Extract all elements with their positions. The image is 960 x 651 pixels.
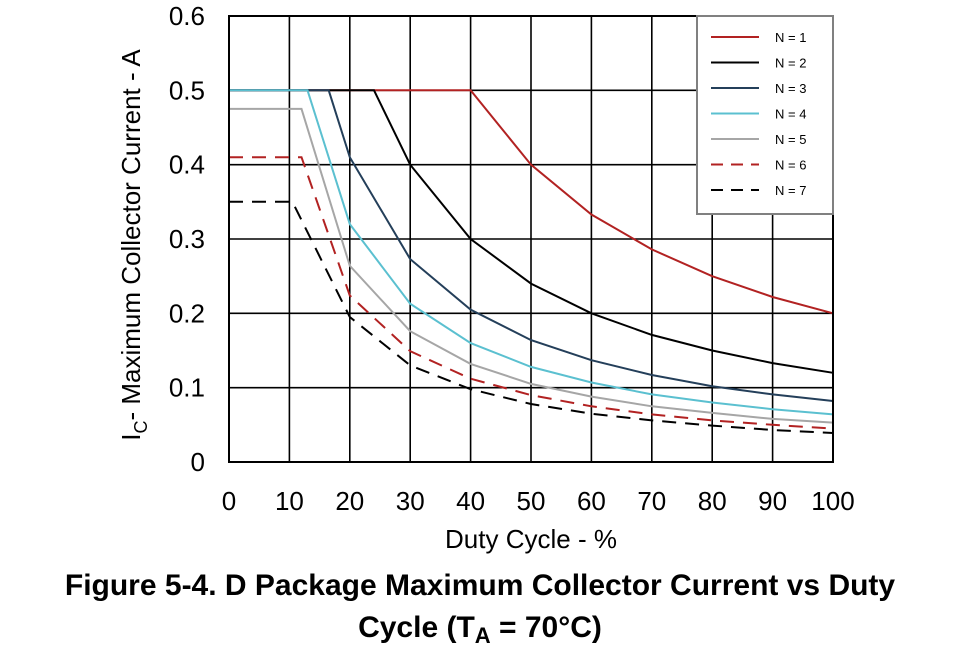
series-line-n5: [229, 107, 834, 424]
series-line-n6: [229, 156, 834, 430]
x-tick-label: 60: [577, 486, 606, 516]
y-tick-label: 0.5: [169, 75, 205, 105]
legend-label-n2: N = 2: [775, 56, 806, 71]
y-axis-title-subscript: C: [131, 421, 151, 434]
figure-caption-line-1: Figure 5-4. D Package Maximum Collector …: [64, 569, 896, 602]
y-axis-title-main: I: [116, 434, 146, 441]
caption-subscript: A: [474, 623, 491, 648]
x-tick-label: 30: [396, 486, 425, 516]
series-line-n7: [229, 200, 834, 434]
x-tick-label: 90: [758, 486, 787, 516]
caption-prefix: Cycle (T: [358, 611, 475, 644]
legend-box: [696, 15, 834, 215]
x-axis-title: Duty Cycle - %: [445, 524, 617, 554]
series-line-n4: [229, 89, 834, 416]
y-tick-label: 0.2: [169, 298, 205, 328]
y-tick-label: 0.1: [169, 373, 205, 403]
y-tick-label: 0.3: [169, 224, 205, 254]
x-tick-label: 0: [222, 486, 236, 516]
y-axis-title: IC- Maximum Collector Current - A: [116, 49, 151, 441]
x-tick-labels: 0 10 20 30 40 50 60 70 80 90 100: [222, 486, 855, 516]
x-tick-label: 80: [698, 486, 727, 516]
legend-label-n5: N = 5: [775, 132, 806, 147]
figure-caption-line-2: Cycle (TA = 70°C): [0, 607, 960, 651]
x-tick-label: 50: [517, 486, 546, 516]
y-tick-label: 0: [191, 447, 205, 477]
plot-frame: [228, 15, 834, 463]
series-line-n1: [229, 89, 834, 315]
x-tick-label: 40: [456, 486, 485, 516]
y-axis-title-rest: - Maximum Collector Current - A: [116, 49, 146, 421]
legend-label-n6: N = 6: [775, 158, 806, 173]
x-tick-label: 100: [811, 486, 854, 516]
x-tick-label: 20: [335, 486, 364, 516]
y-tick-label: 0.6: [169, 1, 205, 31]
legend-label-n7: N = 7: [775, 183, 806, 198]
x-tick-label: 70: [637, 486, 666, 516]
legend-label-n3: N = 3: [775, 81, 806, 96]
legend-label-n1: N = 1: [775, 30, 806, 45]
series-line-n2: [229, 89, 834, 374]
legend-label-n4: N = 4: [775, 107, 806, 122]
y-tick-labels: 0 0.1 0.2 0.3 0.4 0.5 0.6: [169, 1, 205, 477]
y-tick-label: 0.4: [169, 150, 205, 180]
x-tick-label: 10: [275, 486, 304, 516]
legend: N = 1 N = 2 N = 3 N = 4 N = 5 N = 6 N = 7: [696, 15, 834, 215]
caption-suffix: = 70°C): [490, 611, 602, 644]
chart: 0 10 20 30 40 50 60 70 80 90 100 00.10.20.30.40.50…: [116, 1, 855, 554]
series-lines: [229, 89, 834, 434]
series-line-n3: [229, 89, 834, 402]
